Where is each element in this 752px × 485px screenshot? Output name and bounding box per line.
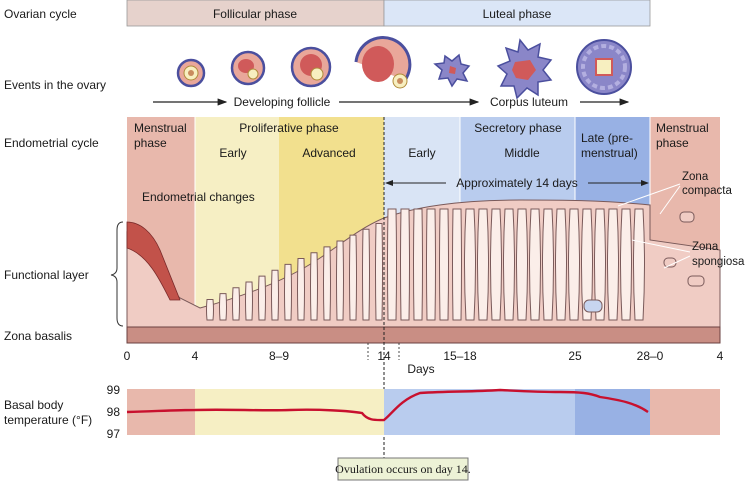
uterine-gland [310,252,318,321]
uterine-gland [387,208,397,321]
zona-compacta-leader-1 [617,183,681,207]
uterine-gland [375,222,383,321]
zona-spongiosa-leader-1 [631,239,691,253]
middle-secretory-label: Middle [504,146,540,160]
uterine-gland [620,208,632,321]
approx-14-days-label: Approximately 14 days [456,176,577,190]
events-in-ovary-label: Events in the ovary [4,78,106,92]
luteal-phase-bar [383,0,651,27]
day-tick-14: 14 [377,349,391,363]
uterine-gland [400,208,410,321]
primary-follicle-icon [176,58,206,88]
advanced-proliferative-label: Advanced [302,146,355,160]
luteal-phase-label: Luteal phase [483,7,552,21]
corpus-luteum-icon [496,38,553,100]
menstrual-phase-label-1: Menstrual [134,121,187,135]
temp-tick-97: 97 [107,427,121,441]
basal-body-temperature-label-2: temperature (°F) [4,413,92,427]
temp-tick-99: 99 [107,383,121,397]
ovulating-follicle-icon [354,36,412,89]
basal-temperature-curve [126,388,649,422]
corpus-luteum-label: Corpus luteum [490,95,568,109]
uterine-gland [581,208,593,321]
days-axis-label: Days [407,362,434,376]
day-tick-4-end: 4 [717,349,724,363]
temperature-phase-bands [127,389,720,435]
uterine-gland [219,293,227,321]
menstrual-phase-label-2: phase [134,136,167,150]
uterine-gland [349,234,357,321]
ovarian-cycle-label: Ovarian cycle [4,7,77,21]
uterine-gland [206,299,214,321]
functional-layer-brace [110,221,124,327]
early-corpus-luteum-icon [433,53,471,88]
zona-spongiosa-leader-2 [663,255,691,269]
early-secretory-label: Early [408,146,435,160]
day-tick-15-18: 15–18 [443,349,477,363]
proliferative-phase-label: Proliferative phase [239,121,339,135]
developing-follicle-label: Developing follicle [234,95,331,109]
zona-basalis-label: Zona basalis [4,329,72,343]
early-proliferative-label: Early [219,146,246,160]
uterine-gland [232,287,240,321]
uterine-gland [271,269,279,321]
uterine-gland [413,208,423,321]
uterine-gland [594,208,606,321]
menstrual-phase-end-label-1: Menstrual [656,121,709,135]
day-tick-28-0: 28–0 [637,349,664,363]
uterine-gland [503,208,515,321]
uterine-gland [362,228,370,321]
temp-tick-98: 98 [107,405,121,419]
day-tick-8-9: 8–9 [269,349,289,363]
uterine-gland [439,208,449,321]
uterine-gland [542,208,554,321]
uterine-gland [490,208,502,321]
follicular-phase-label: Follicular phase [213,7,297,21]
mature-corpus-luteum-icon [576,39,632,95]
zona-spongiosa-label-2: spongiosa [692,256,745,268]
antral-follicle-icon [290,46,332,88]
menstrual-phase-end-label-2: phase [656,136,689,150]
uterine-gland [245,281,253,321]
endometrial-cycle-label: Endometrial cycle [4,136,99,150]
zona-compacta-label-1: Zona [682,171,709,183]
day-tick-25: 25 [568,349,582,363]
basal-body-temperature-label-1: Basal body [4,398,63,412]
uterine-gland [323,246,331,321]
uterine-gland [477,208,489,321]
uterine-gland [464,208,476,321]
uterine-gland [336,240,344,321]
uterine-gland [529,208,541,321]
uterine-gland [258,275,266,321]
endometrium-illustration [126,199,721,344]
uterine-gland [568,208,580,321]
late-phase-label-1: Late (pre- [581,131,633,145]
uterine-gland [297,258,305,321]
follicular-phase-bar [126,0,385,27]
day-tick-0: 0 [124,349,131,363]
endometrial-changes-label: Endometrial changes [142,190,255,204]
uterine-gland [516,208,528,321]
uterine-gland [555,208,567,321]
ovulation-note: Ovulation occurs on day 14. [335,462,471,476]
functional-layer-label: Functional layer [4,268,89,282]
zona-compacta-label-2: compacta [682,185,732,197]
late-phase-label-2: menstrual) [581,146,638,160]
uterine-gland [633,208,645,321]
zona-spongiosa-label-1: Zona [692,241,719,253]
secondary-follicle-icon [230,50,266,86]
uterine-gland [284,263,292,321]
uterine-gland [452,208,462,321]
ovulation-note-box [337,457,469,481]
secretory-phase-label: Secretory phase [474,121,562,135]
zona-compacta-leader-2 [659,185,681,215]
zona-basalis-band [126,326,721,344]
uterine-gland [426,208,436,321]
uterine-gland [607,208,619,321]
day-tick-4: 4 [192,349,199,363]
